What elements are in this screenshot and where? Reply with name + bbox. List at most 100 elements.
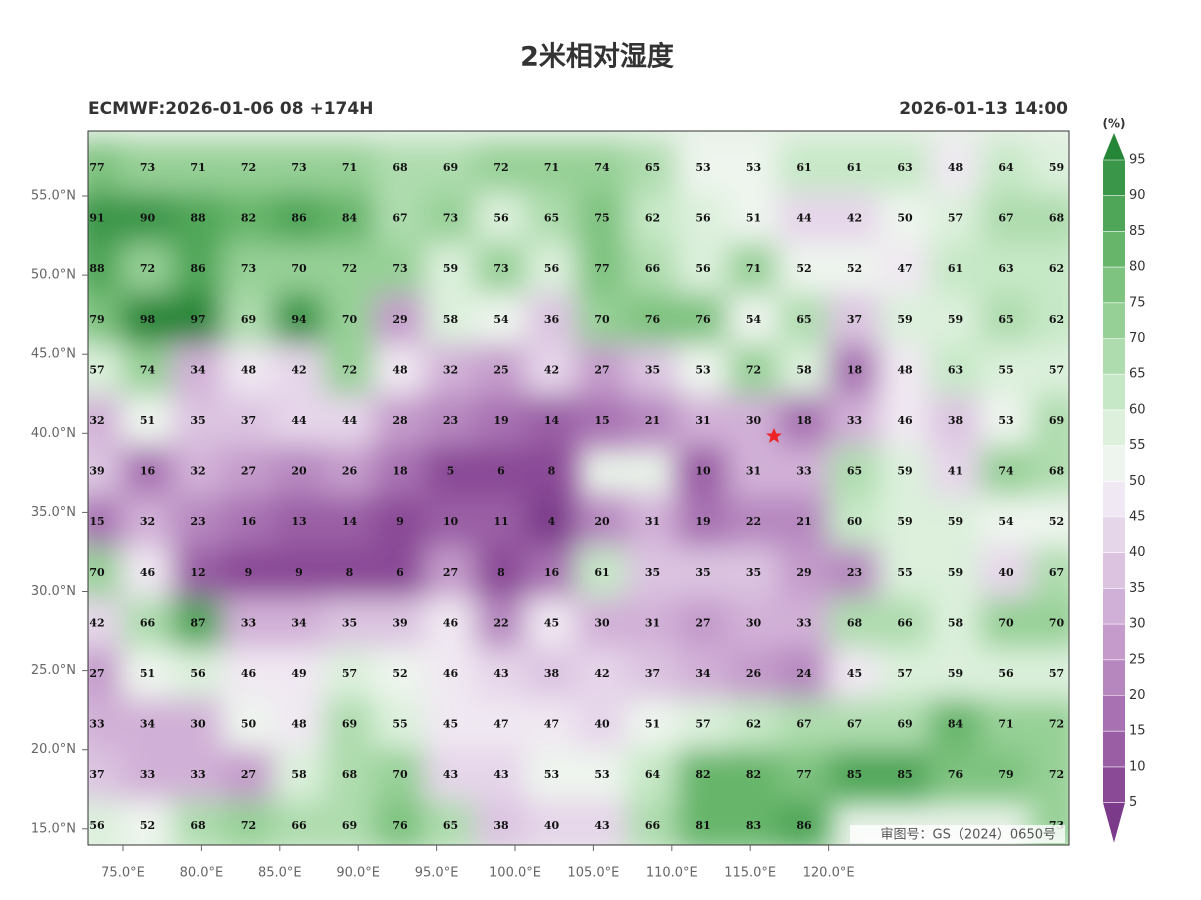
humidity-value: 14	[342, 515, 358, 528]
humidity-cell	[525, 445, 578, 498]
colorbar-segment	[1103, 517, 1125, 553]
humidity-cell	[980, 243, 1032, 296]
lon-label: 110.0°E	[646, 866, 698, 881]
humidity-cell	[525, 192, 578, 245]
humidity-value: 71	[342, 161, 357, 174]
humidity-value: 68	[1049, 212, 1065, 225]
humidity-value: 53	[746, 161, 761, 174]
humidity-cell	[1030, 142, 1069, 194]
humidity-value: 86	[291, 212, 307, 225]
humidity-value: 10	[443, 515, 459, 528]
lon-label: 115.0°E	[724, 866, 776, 881]
humidity-cell	[1030, 648, 1069, 700]
humidity-value: 67	[847, 718, 862, 731]
humidity-cell	[828, 243, 881, 296]
humidity-value: 88	[89, 262, 105, 275]
lon-label: 120.0°E	[803, 866, 855, 881]
humidity-value: 68	[847, 616, 863, 629]
humidity-cell	[828, 395, 881, 447]
humidity-cell	[879, 445, 931, 498]
humidity-value: 58	[443, 313, 459, 326]
humidity-value: 71	[746, 262, 761, 275]
humidity-cell	[323, 648, 376, 700]
humidity-cell	[626, 293, 679, 346]
humidity-cell	[273, 293, 325, 346]
humidity-value: 71	[190, 161, 205, 174]
humidity-cell	[323, 799, 376, 845]
humidity-cell	[374, 698, 426, 751]
humidity-value: 47	[897, 262, 912, 275]
humidity-cell	[525, 496, 578, 549]
humidity-cell	[273, 648, 325, 700]
humidity-value: 21	[796, 515, 811, 528]
humidity-cell	[273, 597, 325, 650]
humidity-value: 56	[89, 819, 105, 832]
humidity-value: 16	[544, 566, 560, 579]
humidity-cell	[172, 749, 224, 802]
lat-label: 15.0°N	[31, 821, 76, 836]
humidity-cell	[778, 799, 830, 845]
humidity-value: 46	[443, 616, 459, 629]
humidity-value: 55	[897, 566, 912, 579]
colorbar-label: 20	[1129, 688, 1146, 703]
colorbar-segment	[1103, 302, 1125, 339]
lat-label: 55.0°N	[31, 189, 76, 204]
colorbar-label: 40	[1129, 545, 1146, 560]
humidity-cell	[121, 698, 174, 751]
humidity-value: 83	[746, 819, 761, 832]
humidity-value: 32	[443, 363, 458, 376]
humidity-cell	[677, 496, 729, 549]
humidity-cell	[475, 648, 527, 700]
humidity-cell	[88, 243, 123, 296]
humidity-value: 94	[291, 313, 307, 326]
humidity-value: 59	[948, 667, 963, 680]
humidity-value: 39	[392, 616, 407, 629]
humidity-cell	[778, 192, 830, 245]
humidity-cell	[778, 698, 830, 751]
humidity-value: 27	[89, 667, 104, 680]
humidity-value: 79	[998, 768, 1013, 781]
humidity-value: 16	[140, 465, 156, 478]
humidity-value: 47	[493, 718, 508, 731]
humidity-cell	[525, 395, 578, 447]
humidity-value: 33	[190, 768, 205, 781]
humidity-cell	[121, 799, 174, 845]
humidity-value: 44	[291, 414, 307, 427]
humidity-value: 9	[295, 566, 303, 579]
humidity-cell	[677, 395, 729, 447]
humidity-value: 55	[998, 363, 1013, 376]
colorbar-label: 50	[1129, 474, 1146, 489]
humidity-cell	[879, 496, 931, 549]
humidity-value: 72	[241, 161, 256, 174]
humidity-cell	[172, 799, 224, 845]
humidity-cell	[727, 293, 780, 346]
humidity-cell	[828, 546, 881, 599]
humidity-value: 73	[443, 212, 458, 225]
humidity-cell	[525, 344, 578, 397]
humidity-cell	[475, 344, 527, 397]
lon-label: 105.0°E	[567, 866, 619, 881]
humidity-cell	[727, 648, 780, 700]
humidity-cell	[525, 648, 578, 700]
humidity-value: 42	[594, 667, 609, 680]
humidity-value: 66	[140, 616, 156, 629]
humidity-cell	[172, 496, 224, 549]
humidity-cell	[576, 496, 628, 549]
humidity-value: 26	[342, 465, 358, 478]
humidity-value: 69	[1049, 414, 1064, 427]
lon-label: 75.0°E	[101, 866, 145, 881]
humidity-value: 67	[796, 718, 811, 731]
humidity-value: 29	[796, 566, 811, 579]
humidity-value: 91	[89, 212, 104, 225]
lon-label: 85.0°E	[258, 866, 302, 881]
humidity-value: 27	[695, 616, 710, 629]
humidity-value: 82	[695, 768, 710, 781]
humidity-field	[88, 142, 1069, 845]
humidity-cell	[626, 344, 679, 397]
humidity-cell	[576, 293, 628, 346]
humidity-cell	[374, 395, 426, 447]
humidity-value: 42	[544, 363, 559, 376]
humidity-value: 98	[140, 313, 156, 326]
humidity-cell	[323, 749, 376, 802]
